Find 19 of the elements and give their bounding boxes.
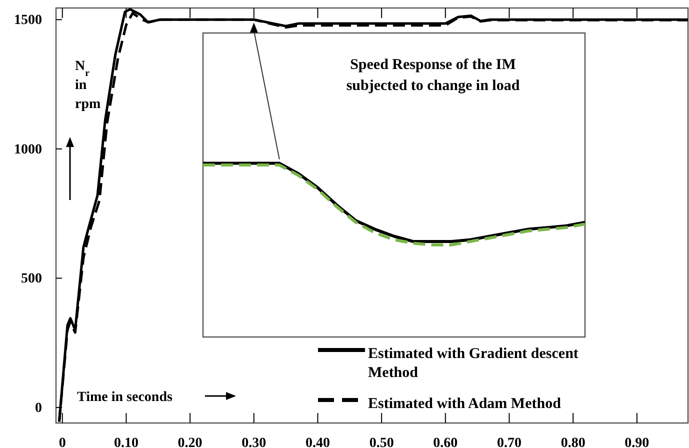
x-tick-label: 0	[58, 436, 66, 448]
x-tick-label: 0.80	[560, 436, 586, 448]
x-tick-label: 0.60	[433, 436, 458, 448]
x-tick-label: 0.40	[305, 436, 330, 448]
x-tick-label: 0.50	[369, 436, 394, 448]
x-axis-title: Time in seconds	[77, 390, 173, 405]
x-tick-label: 0.20	[178, 436, 202, 448]
chart-title: Speed Response of the IM subjected to change in load	[346, 57, 520, 94]
x-tick-label: 0.70	[497, 436, 522, 448]
x-tick-label: 0.90	[624, 436, 650, 448]
y-tick-label: 500	[21, 272, 42, 287]
legend-label: Estimated with Gradient descent Method	[368, 346, 578, 381]
legend-label: Estimated with Adam Method	[368, 396, 562, 412]
x-tick-label: 0.30	[242, 436, 266, 448]
y-tick-label: 1000	[14, 142, 42, 158]
y-tick-label: 1500	[14, 13, 42, 28]
y-axis-title: N$_{r}$ in rpm	[75, 59, 101, 112]
x-tick-label: 0.10	[114, 436, 138, 448]
y-tick-label: 0	[35, 400, 42, 416]
